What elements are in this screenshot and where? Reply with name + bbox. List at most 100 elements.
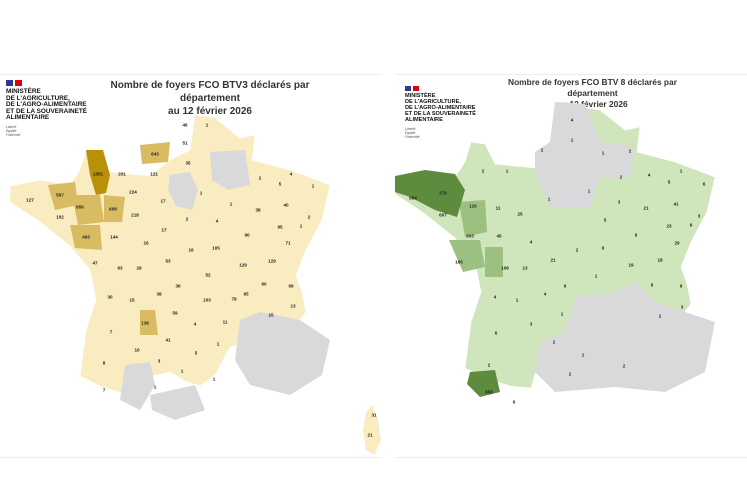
department-count-label: 608 [109, 207, 117, 212]
department-medium [104, 195, 125, 222]
ministry-line: MINISTÈRE [405, 93, 436, 99]
department-no-outbreak [615, 282, 655, 312]
ministry-line: ET DE LA SOUVERAINETÉ [6, 107, 88, 115]
department-count-label: 127 [26, 198, 34, 203]
department-count-label: 1 [217, 342, 220, 347]
department-count-label: 11 [223, 320, 228, 325]
department-count-label: 60 [261, 282, 267, 287]
motto: Liberté Égalité Fraternité [6, 124, 21, 137]
department-count-label: 105 [212, 246, 220, 251]
department-count-label: 5 [668, 180, 671, 185]
department-count-label: 13 [522, 266, 528, 271]
department-count-label: 21 [367, 433, 373, 438]
french-flag-icon [405, 86, 476, 91]
department-medium [485, 247, 503, 277]
department-count-label: 1301 [93, 172, 104, 177]
department-count-label: 41 [165, 338, 171, 343]
department-count-label: 63 [117, 266, 123, 271]
department-count-label: 858 [485, 390, 493, 395]
department-count-label: 38 [156, 292, 162, 297]
department-count-label: 224 [129, 190, 137, 195]
department-count-label: 13 [290, 304, 296, 309]
title-date: au 12 février 2026 [557, 99, 628, 109]
department-count-label: 643 [151, 152, 159, 157]
department-count-label: 1 [200, 191, 203, 196]
map-title-btv8: Nombre de foyers FCO BTV 8 déclarés par … [490, 77, 695, 110]
department-count-label: 1 [506, 169, 509, 174]
department-count-label: 3 [618, 200, 621, 205]
department-count-label: 2 [541, 148, 544, 153]
department-count-label: 71 [285, 241, 291, 246]
department-count-label: 10 [134, 348, 140, 353]
department-count-label: 17 [160, 199, 166, 204]
department-count-label: 6 [602, 246, 605, 251]
title-date: au 12 février 2026 [168, 106, 252, 117]
map-btv8 [394, 102, 716, 397]
department-count-label: 47 [92, 261, 98, 266]
department-count-label: 95 [277, 225, 283, 230]
department-count-label: 53 [165, 259, 171, 264]
department-high [395, 170, 465, 217]
department-count-label: 2 [659, 314, 662, 319]
department-count-label: 379 [439, 191, 447, 196]
department-high [86, 150, 110, 195]
department-count-label: 856 [76, 205, 84, 210]
department-count-label: 1 [312, 184, 315, 189]
department-count-label: 6 [690, 223, 693, 228]
department-no-outbreak [535, 102, 635, 207]
department-no-outbreak [120, 362, 155, 410]
department-count-label: 8 [103, 361, 106, 366]
department-count-label: 21 [643, 206, 649, 211]
department-count-label: 78 [231, 297, 237, 302]
ministry-line: ALIMENTAIRE [6, 114, 50, 122]
department-count-label: 1 [680, 169, 683, 174]
department-count-label: 21 [550, 258, 556, 263]
department-count-label: 2 [308, 215, 311, 220]
department-count-label: 2 [629, 149, 632, 154]
department-count-label: 218 [131, 213, 139, 218]
ministry-line: DE L'AGRO-ALIMENTAIRE [405, 104, 476, 111]
department-count-label: 2 [488, 363, 491, 368]
department-count-label: 2 [553, 340, 556, 345]
title-line: Nombre de foyers FCO BTV3 déclarés par d… [110, 80, 310, 104]
map-btv3 [9, 114, 381, 455]
department-count-label: 4 [544, 292, 547, 297]
department-medium [459, 200, 487, 237]
department-medium [48, 182, 78, 210]
department-count-label: 1 [595, 274, 598, 279]
french-flag-icon [6, 80, 87, 86]
department-count-label: 19 [628, 263, 634, 268]
department-count-label: 103 [203, 298, 211, 303]
department-count-label: 41 [673, 202, 679, 207]
department-count-label: 121 [150, 172, 158, 177]
department-count-label: 5 [604, 218, 607, 223]
department-count-label: 106 [501, 266, 509, 271]
department-count-label: 52 [205, 273, 211, 278]
department-count-label: 3 [158, 359, 161, 364]
department-count-label: 116 [469, 204, 477, 209]
department-count-label: 40 [283, 203, 289, 208]
department-count-label: 4 [194, 322, 197, 327]
department-count-label: 35 [185, 161, 191, 166]
department-count-label: 25 [517, 212, 523, 217]
department-count-label: 59 [172, 311, 178, 316]
department-count-label: 2 [569, 372, 572, 377]
ministry-line: ET DE LA SOUVERAINETÉ [405, 110, 476, 117]
department-count-label: 2 [576, 248, 579, 253]
btv8-map-panel [395, 74, 747, 458]
motto: Liberté Égalité Fraternité [405, 126, 420, 139]
department-count-label: 2 [620, 175, 623, 180]
department-no-outbreak [168, 172, 198, 210]
department-count-label: 165 [455, 260, 463, 265]
ministry-line: DE L'AGRICULTURE, [6, 94, 70, 102]
department-count-label: 129 [268, 259, 276, 264]
ministry-logo-right: MINISTÈRE DE L'AGRICULTURE, DE L'AGRO-AL… [405, 86, 476, 139]
department-count-label: 5 [279, 182, 282, 187]
department-count-label: 1 [571, 138, 574, 143]
department-count-label: 45 [496, 234, 502, 239]
department-count-label: 4 [530, 240, 533, 245]
department-count-label: 3 [698, 214, 701, 219]
ministry-line: ALIMENTAIRE [405, 116, 443, 123]
department-count-label: 15 [268, 313, 274, 318]
department-count-label: 3 [530, 322, 533, 327]
